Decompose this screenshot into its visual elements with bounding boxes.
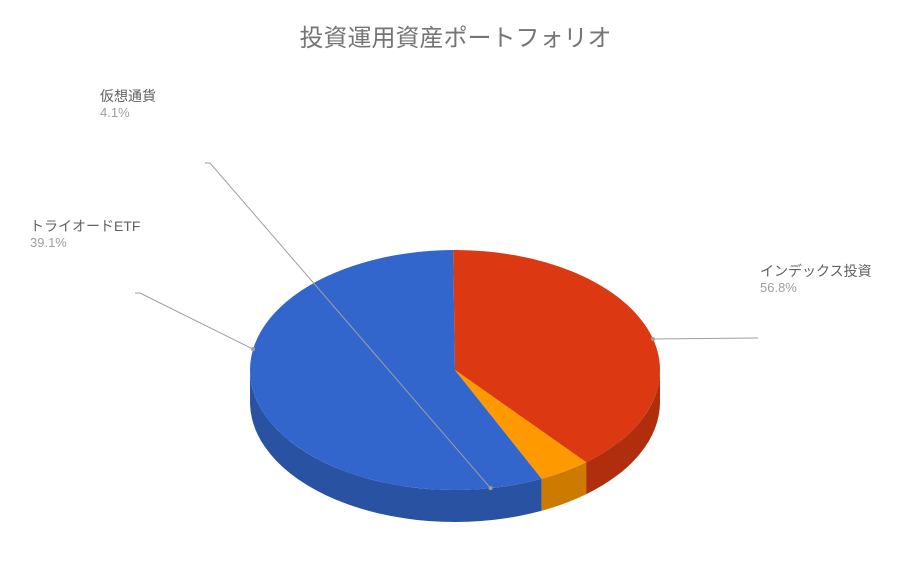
slice-label: 仮想通貨4.1% [100,87,156,122]
chart-container: 投資運用資産ポートフォリオ インデックス投資56.8% トライオードETF39.1… [0,0,911,562]
chart-title: 投資運用資産ポートフォリオ [0,18,911,53]
slice-label-pct: 39.1% [30,235,140,252]
slice-label: インデックス投資56.8% [760,262,872,297]
leader-line [653,338,758,339]
slice-label-pct: 4.1% [100,105,156,122]
slice-label-name: インデックス投資 [760,262,872,280]
slice-label-name: 仮想通貨 [100,87,156,105]
leader-line [135,293,253,349]
pie-chart-svg [0,60,911,560]
slice-label-pct: 56.8% [760,280,872,297]
slice-label: トライオードETF39.1% [30,217,140,252]
slice-label-name: トライオードETF [30,217,140,235]
